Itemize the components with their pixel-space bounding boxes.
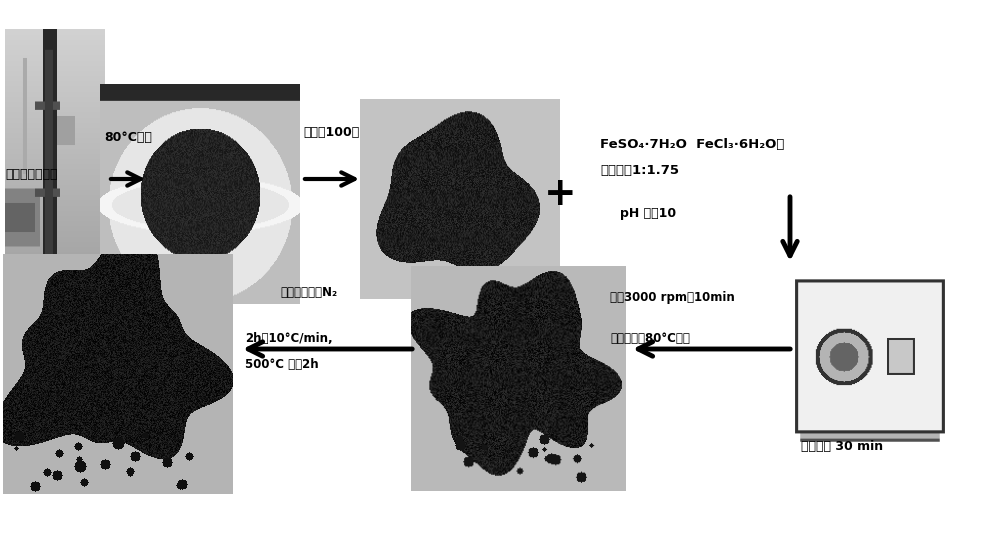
Text: 管式炉热解，N₂: 管式炉热解，N₂ <box>280 286 337 299</box>
Text: FeSO₄·7H₂O  FeCl₃·6H₂O，: FeSO₄·7H₂O FeCl₃·6H₂O， <box>600 137 784 151</box>
Text: 500°C 保持2h: 500°C 保持2h <box>245 357 319 371</box>
Text: 多次清洗，80°C干化: 多次清洗，80°C干化 <box>610 333 690 345</box>
Text: 2h，10°C/min,: 2h，10°C/min, <box>245 333 333 345</box>
Text: 硫酸盐还原污泥: 硫酸盐还原污泥 <box>5 168 58 180</box>
Text: 研磨过100目: 研磨过100目 <box>304 126 360 139</box>
Text: 80°C烘干: 80°C烘干 <box>104 131 152 144</box>
Text: +: + <box>544 175 576 213</box>
Text: 离心3000 rpm，10min: 离心3000 rpm，10min <box>610 291 735 304</box>
Text: 磁力搅拌 30 min: 磁力搅拌 30 min <box>801 439 883 452</box>
Text: pH 调至10: pH 调至10 <box>620 208 676 221</box>
Text: 摩尔比为1:1.75: 摩尔比为1:1.75 <box>600 164 679 177</box>
